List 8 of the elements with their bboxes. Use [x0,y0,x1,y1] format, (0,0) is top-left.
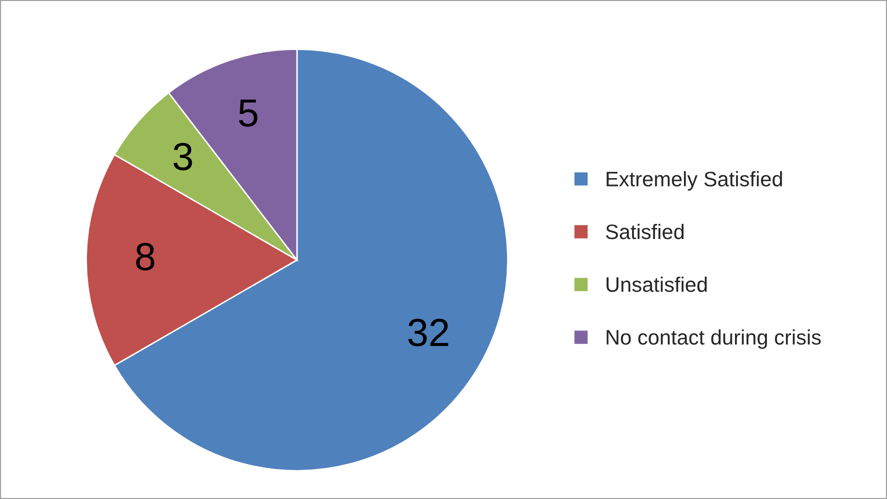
legend-label: Extremely Satisfied [606,171,782,191]
data-label: 3 [174,142,192,170]
legend-label: Unsatisfied [606,276,707,292]
data-label: 5 [238,100,258,127]
legend-label: Satisfied [606,224,684,240]
data-label: 32 [408,318,448,346]
data-label: 8 [136,242,154,270]
legend-label: No contact during crisis [606,329,821,349]
